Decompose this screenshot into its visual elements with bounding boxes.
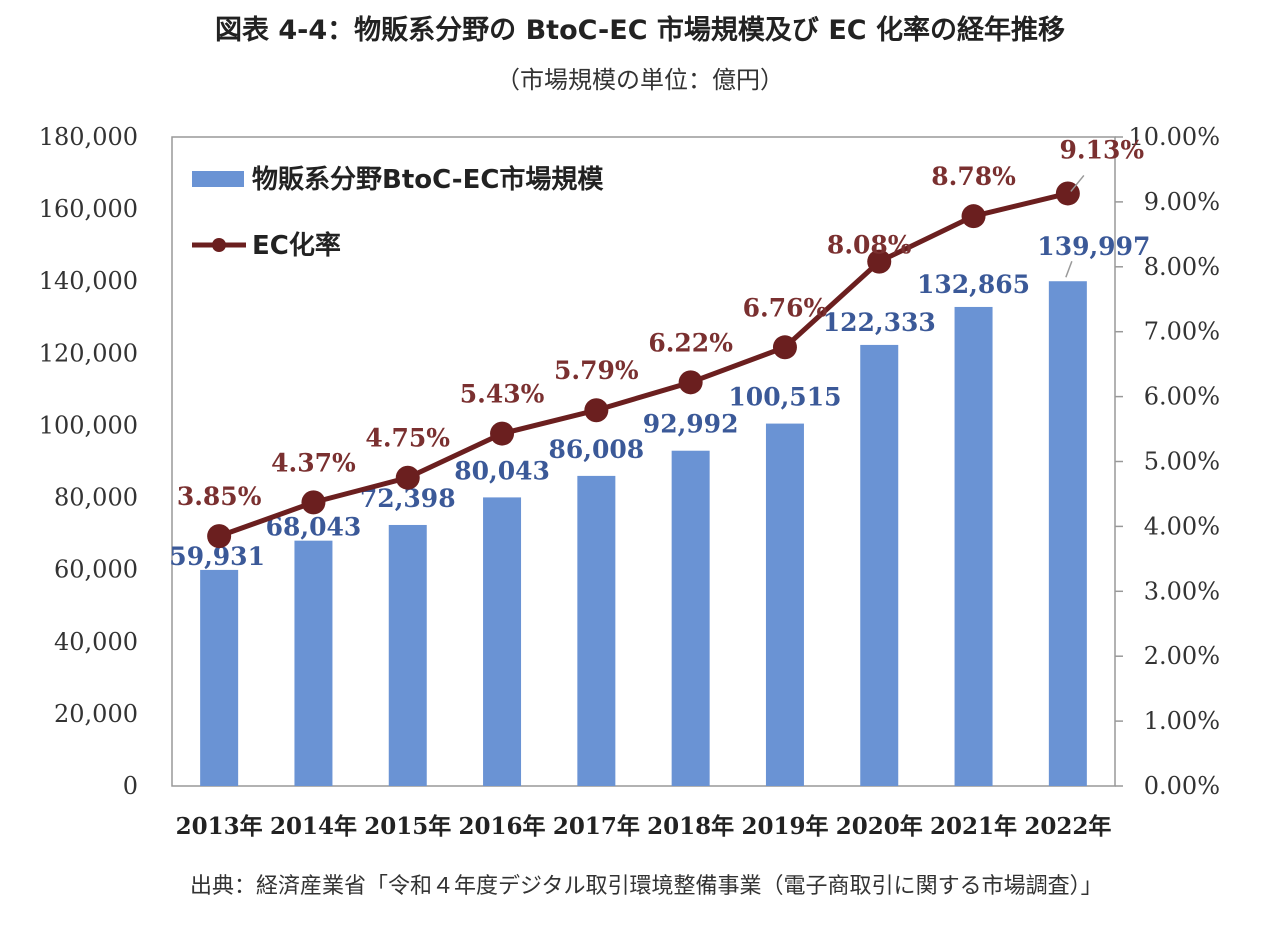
bar-2016年 xyxy=(483,497,522,786)
x-tick-label: 2019年 xyxy=(741,813,828,840)
rate-data-label: 9.13% xyxy=(1060,135,1145,164)
y-right-tick-label: 1.00% xyxy=(1144,707,1220,735)
legend-label-line: EC化率 xyxy=(252,230,341,261)
leader-line xyxy=(1070,174,1085,192)
rate-data-label: 3.85% xyxy=(177,482,262,511)
leader-line xyxy=(1065,260,1073,278)
ec-rate-line xyxy=(218,191,1069,539)
bar-data-label: 86,008 xyxy=(549,435,645,464)
y-left-tick-label: 100,000 xyxy=(39,411,138,439)
ec-rate-point xyxy=(490,421,515,446)
rate-data-label: 8.08% xyxy=(827,231,912,260)
bar-data-label: 122,333 xyxy=(823,308,936,337)
bar-data-label: 132,865 xyxy=(917,270,1030,299)
y-left-tick-label: 20,000 xyxy=(54,700,138,728)
y-right-tick-label: 9.00% xyxy=(1144,188,1220,216)
x-tick-label: 2020年 xyxy=(836,813,923,840)
bar-data-label: 92,992 xyxy=(643,410,739,439)
bar-data-label: 139,997 xyxy=(1037,232,1150,261)
y-left-tick-label: 80,000 xyxy=(54,484,138,512)
y-right-tick-label: 0.00% xyxy=(1144,772,1220,800)
bar-2014年 xyxy=(294,540,333,786)
bar-2019年 xyxy=(765,423,804,786)
y-left-tick-label: 60,000 xyxy=(54,556,138,584)
chart-subtitle: （市場規模の単位：億円） xyxy=(496,66,784,94)
bar-data-label: 80,043 xyxy=(454,456,550,485)
x-tick-label: 2021年 xyxy=(930,813,1017,840)
y-left-tick-label: 0 xyxy=(123,772,138,800)
rate-data-label: 6.22% xyxy=(648,328,733,357)
y-right-tick-label: 7.00% xyxy=(1144,318,1220,346)
rate-data-label: 5.79% xyxy=(554,356,639,385)
y-left-tick-label: 120,000 xyxy=(39,339,138,367)
rate-data-label: 5.43% xyxy=(460,380,545,409)
ec-rate-point xyxy=(301,490,326,515)
y-right-tick-label: 10.00% xyxy=(1128,123,1220,151)
bar-data-label: 68,043 xyxy=(266,513,362,542)
x-tick-label: 2022年 xyxy=(1024,813,1111,840)
bar-data-label: 100,515 xyxy=(728,383,841,412)
legend-swatch-bars xyxy=(192,171,244,187)
legend-label-bars: 物販系分野BtoC-EC市場規模 xyxy=(252,164,604,195)
ec-rate-point xyxy=(678,370,703,395)
ec-rate-point xyxy=(867,249,892,274)
rate-data-label: 6.76% xyxy=(743,293,828,322)
y-left-tick-label: 160,000 xyxy=(39,195,138,223)
ec-rate-point xyxy=(207,524,232,549)
ec-rate-point xyxy=(772,335,797,360)
y-right-tick-label: 4.00% xyxy=(1144,512,1220,540)
bar-2020年 xyxy=(860,344,899,786)
x-tick-label: 2015年 xyxy=(364,813,451,840)
x-tick-label: 2018年 xyxy=(647,813,734,840)
x-tick-label: 2014年 xyxy=(270,813,357,840)
bar-2015年 xyxy=(388,524,427,786)
x-tick-label: 2013年 xyxy=(176,813,263,840)
bar-2018年 xyxy=(671,450,710,786)
y-left-tick-label: 140,000 xyxy=(39,267,138,295)
source-note: 出典：経済産業省「令和４年度デジタル取引環境整備事業（電子商取引に関する市場調査… xyxy=(190,874,1103,899)
ec-rate-point xyxy=(961,204,986,229)
legend-swatch-marker xyxy=(212,238,226,252)
rate-data-label: 4.37% xyxy=(271,448,356,477)
y-right-tick-label: 2.00% xyxy=(1144,642,1220,670)
y-right-tick-label: 3.00% xyxy=(1144,577,1220,605)
y-right-tick-label: 8.00% xyxy=(1144,253,1220,281)
bar-2022年 xyxy=(1048,281,1087,786)
bar-2013年 xyxy=(200,569,239,786)
y-left-tick-label: 40,000 xyxy=(54,628,138,656)
y-right-tick-label: 5.00% xyxy=(1144,448,1220,476)
ec-rate-point xyxy=(395,465,420,490)
y-left-tick-label: 180,000 xyxy=(39,123,138,151)
x-tick-label: 2016年 xyxy=(459,813,546,840)
y-right-tick-label: 6.00% xyxy=(1144,383,1220,411)
x-tick-label: 2017年 xyxy=(553,813,640,840)
rate-data-label: 4.75% xyxy=(365,424,450,453)
chart-canvas: 0 20,000 40,000 60,000 80,000 100,000 120,000 1… xyxy=(39,123,1220,840)
chart-title: 図表 4-4：物販系分野の BtoC-EC 市場規模及び EC 化率の経年推移 xyxy=(215,15,1065,46)
bar-2017年 xyxy=(577,475,616,786)
bar-2021年 xyxy=(954,306,993,786)
ec-rate-point xyxy=(584,398,609,423)
rate-data-label: 8.78% xyxy=(931,162,1016,191)
